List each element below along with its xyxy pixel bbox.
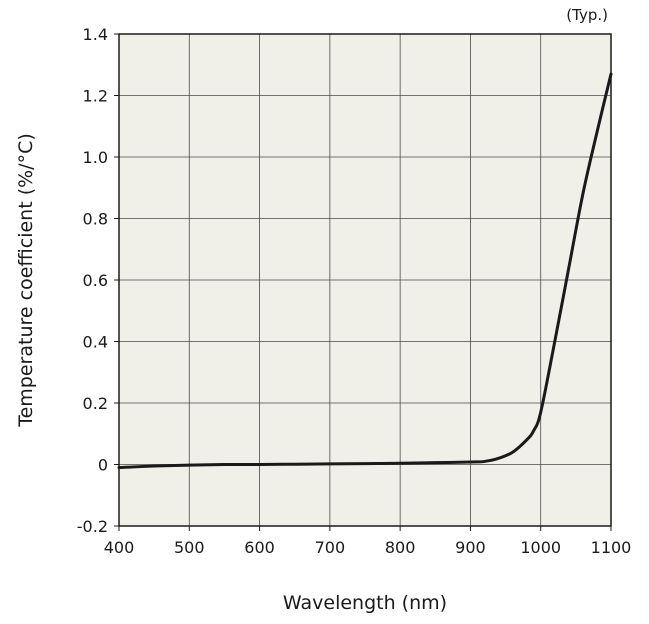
- series-line: [117, 72, 613, 470]
- y-tick-label: 0.4: [83, 333, 108, 352]
- y-tick-label: 1.4: [83, 25, 108, 44]
- x-tick-label: 500: [174, 538, 205, 557]
- x-tick-label: 600: [244, 538, 275, 557]
- x-axis-label: Wavelength (nm): [283, 592, 447, 614]
- x-tick-label: 900: [455, 538, 486, 557]
- x-tick-label: 700: [315, 538, 346, 557]
- series-layer: [117, 72, 613, 470]
- y-tick-label: 0.6: [83, 271, 108, 290]
- y-tick-label: 1.0: [83, 148, 108, 167]
- typ-note: (Typ.): [566, 6, 608, 24]
- y-tick-label: 1.2: [83, 87, 108, 106]
- x-tick-label: 1100: [591, 538, 632, 557]
- y-tick-label: 0.2: [83, 394, 108, 413]
- x-tick-label: 1000: [520, 538, 561, 557]
- x-axis-ticks: 400 500 600 700 800 900 1000 1100: [104, 526, 632, 557]
- y-tick-label: 0.8: [83, 210, 108, 229]
- x-tick-label: 400: [104, 538, 135, 557]
- plot-frame: [118, 33, 612, 527]
- y-tick-label: -0.2: [77, 517, 108, 536]
- x-tick-label: 800: [385, 538, 416, 557]
- y-axis-ticks: -0.2 0 0.2 0.4 0.6 0.8 1.0 1.2 1.4: [77, 25, 119, 536]
- y-tick-label: 0: [98, 456, 108, 475]
- y-axis-label: Temperature coefficient (%/°C): [15, 133, 37, 428]
